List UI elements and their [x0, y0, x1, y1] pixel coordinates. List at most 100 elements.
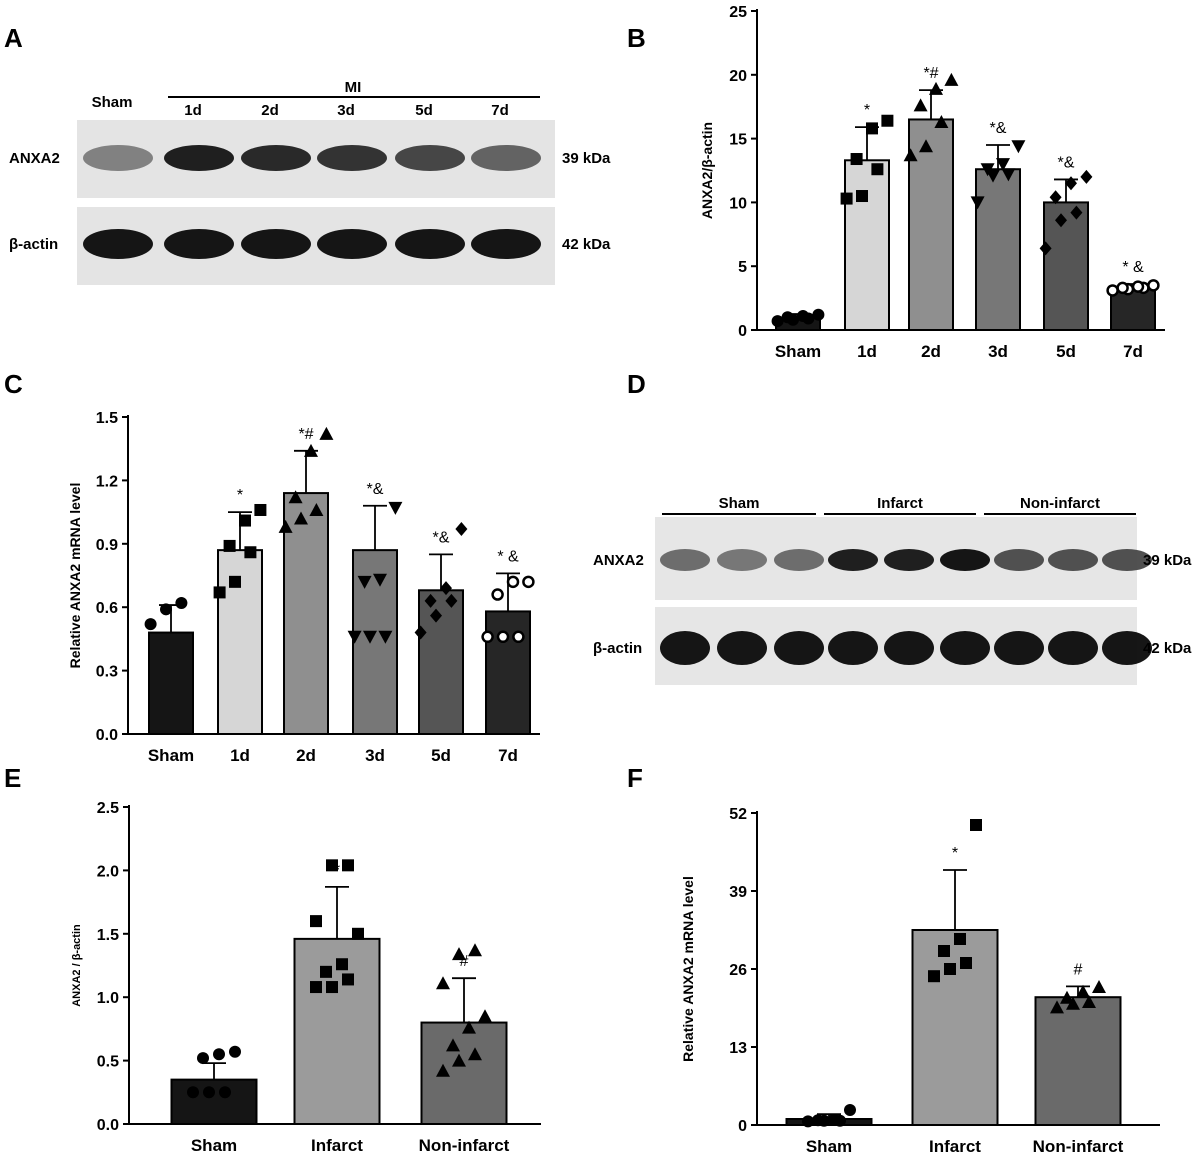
data-point: [357, 575, 372, 589]
blot-lane-label: 5d: [415, 102, 433, 119]
blot-band: [317, 229, 387, 259]
y-tick-label: 39: [729, 884, 747, 901]
data-point: [986, 169, 1000, 183]
x-tick-label: 1d: [230, 746, 250, 765]
data-point: [844, 1104, 856, 1116]
bar: [170, 1078, 258, 1125]
data-point: [468, 1047, 482, 1061]
data-point: [481, 630, 494, 644]
blot-group-label: Infarct: [877, 495, 923, 512]
y-tick-label: 2.5: [97, 800, 119, 817]
blot-band: [241, 145, 311, 171]
data-point: [424, 593, 437, 608]
data-point: [304, 443, 318, 457]
data-point: [436, 976, 450, 990]
x-tick-label: Sham: [806, 1137, 852, 1156]
blot-lane-label: 3d: [337, 102, 355, 119]
blot-band: [1048, 549, 1098, 571]
blot-size-label: 42 kDa: [562, 236, 611, 253]
blot-group-label: Sham: [719, 495, 760, 512]
blot-band: [241, 229, 311, 259]
data-point: [960, 957, 972, 969]
y-tick-label: 0: [738, 323, 747, 340]
blot-band: [940, 631, 990, 665]
x-tick-label: 1d: [857, 342, 877, 361]
data-point: [802, 1115, 814, 1128]
data-point: [452, 1053, 466, 1067]
data-point: [229, 1045, 241, 1058]
panel-letter: B: [627, 23, 646, 53]
blot-lane-label: 2d: [261, 102, 279, 119]
data-point: [440, 581, 452, 596]
data-point: [812, 1114, 824, 1127]
bar: [1043, 201, 1089, 331]
data-point: [445, 593, 458, 608]
blot-size-label: 39 kDa: [562, 150, 611, 167]
x-tick-label: Infarct: [929, 1137, 981, 1156]
data-point: [929, 81, 943, 95]
bar: [975, 168, 1021, 331]
blot-band: [164, 229, 234, 259]
data-point: [1055, 213, 1067, 228]
x-tick-label: 5d: [431, 746, 451, 765]
data-point: [496, 630, 510, 644]
data-point: [363, 630, 377, 644]
blot-band: [395, 229, 465, 259]
blot-row-label: β-actin: [593, 640, 642, 657]
data-point: [213, 586, 226, 599]
panel-letter: D: [627, 369, 646, 399]
significance-label: *&: [990, 120, 1007, 137]
data-point: [326, 859, 338, 872]
blot-row-label: β-actin: [9, 236, 58, 253]
significance-label: *: [237, 487, 243, 504]
data-point: [944, 963, 956, 975]
data-point: [310, 915, 322, 928]
data-point: [934, 115, 949, 129]
significance-label: *: [952, 845, 958, 862]
data-point: [491, 588, 504, 601]
significance-label: * &: [1122, 259, 1144, 276]
bar: [1110, 286, 1156, 331]
blot-band: [774, 549, 824, 571]
data-point: [1039, 241, 1052, 256]
data-point: [223, 539, 236, 552]
data-point: [1076, 984, 1090, 998]
blot-band: [884, 631, 934, 665]
data-point: [326, 981, 338, 994]
bar: [283, 492, 329, 735]
data-point: [1106, 284, 1119, 297]
data-point: [254, 503, 267, 516]
bar: [485, 610, 531, 736]
data-point: [944, 72, 959, 86]
y-tick-label: 25: [729, 4, 747, 21]
blot-size-label: 42 kDa: [1143, 640, 1192, 657]
data-point: [522, 575, 535, 589]
blot-band: [164, 145, 234, 171]
data-point: [881, 114, 894, 127]
data-point: [1065, 176, 1077, 191]
y-tick-label: 13: [729, 1040, 747, 1057]
data-point: [996, 158, 1010, 172]
data-point: [175, 596, 188, 609]
data-point: [455, 522, 468, 537]
data-point: [871, 163, 884, 176]
y-tick-label: 10: [729, 195, 747, 212]
data-point: [229, 575, 241, 588]
y-tick-label: 1.5: [97, 927, 119, 944]
data-point: [1011, 140, 1026, 154]
significance-label: *&: [433, 529, 450, 546]
y-axis-label: ANXA2/β-actin: [699, 122, 715, 219]
blot-band: [1102, 631, 1152, 665]
data-point: [239, 514, 251, 527]
data-point: [347, 630, 362, 644]
data-point: [1116, 281, 1129, 295]
blot-band: [83, 229, 153, 259]
significance-label: *: [864, 102, 870, 119]
y-axis-label: ANXA2 / β-actin: [71, 924, 83, 1007]
bar: [844, 159, 890, 331]
data-point: [840, 192, 853, 205]
data-point: [954, 933, 966, 945]
data-point: [781, 311, 794, 324]
blot-band: [660, 549, 710, 571]
y-tick-label: 0.9: [96, 537, 118, 554]
